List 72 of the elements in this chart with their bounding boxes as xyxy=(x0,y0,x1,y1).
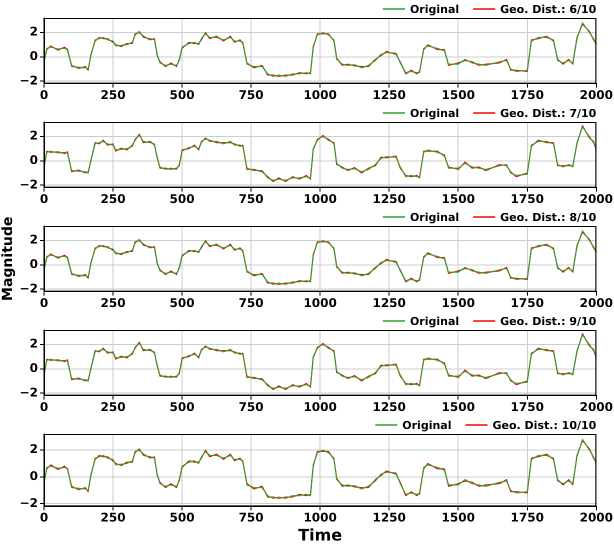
y-tick-label: 0 xyxy=(30,361,38,375)
x-tick-label: 750 xyxy=(238,88,264,102)
y-tick-label: 0 xyxy=(30,469,38,484)
legend-label: Original xyxy=(410,314,460,328)
legend-label: Original xyxy=(410,106,460,120)
y-tick-label: 2 xyxy=(30,232,38,247)
x-tick-label: 1750 xyxy=(510,192,544,206)
x-tick-label: 0 xyxy=(40,192,48,206)
y-tick-label: −2 xyxy=(20,73,38,88)
y-tick-label: −2 xyxy=(20,177,38,192)
x-tick-label: 2000 xyxy=(580,192,614,206)
x-tick-label: 1000 xyxy=(303,88,337,102)
x-tick-label: 1750 xyxy=(510,88,544,102)
x-tick-label: 1000 xyxy=(303,400,337,414)
legend-label: Geo. Dist.: 7/10 xyxy=(500,106,597,120)
x-tick-label: 750 xyxy=(238,510,264,525)
y-tick-label: 2 xyxy=(30,24,38,39)
x-tick-label: 2000 xyxy=(580,400,614,414)
y-tick-label: 0 xyxy=(30,153,38,167)
x-tick-label: 0 xyxy=(40,400,48,414)
x-tick-label: 500 xyxy=(170,400,195,414)
x-tick-label: 0 xyxy=(40,296,48,310)
x-tick-label: 0 xyxy=(40,510,48,525)
x-tick-label: 250 xyxy=(100,192,126,206)
x-tick-label: 750 xyxy=(238,192,264,206)
x-tick-label: 1750 xyxy=(510,296,544,310)
x-tick-label: 1250 xyxy=(372,296,406,310)
x-tick-label: 1500 xyxy=(442,296,475,310)
x-tick-label: 250 xyxy=(100,510,126,525)
x-tick-label: 250 xyxy=(100,88,126,102)
x-tick-label: 500 xyxy=(170,296,195,310)
legend-label: Original xyxy=(410,2,460,16)
legend-label: Geo. Dist.: 9/10 xyxy=(500,314,597,328)
y-tick-label: −2 xyxy=(20,496,38,510)
x-tick-label: 1250 xyxy=(372,400,406,414)
x-tick-label: 1500 xyxy=(442,400,475,414)
x-tick-label: 1250 xyxy=(372,192,406,206)
y-tick-label: 2 xyxy=(30,128,38,143)
x-tick-label: 250 xyxy=(100,296,126,310)
x-tick-label: 500 xyxy=(170,88,195,102)
y-tick-label: 2 xyxy=(30,336,38,351)
x-tick-label: 250 xyxy=(100,400,126,414)
y-tick-label: 0 xyxy=(30,257,38,271)
x-tick-label: 1750 xyxy=(510,400,544,414)
x-tick-label: 1000 xyxy=(303,510,337,525)
y-tick-label: −2 xyxy=(20,385,38,400)
x-tick-label: 1000 xyxy=(303,192,337,206)
x-tick-label: 1500 xyxy=(442,510,475,525)
x-tick-label: 0 xyxy=(40,88,48,102)
legend-label: Original xyxy=(402,418,452,432)
x-tick-label: 1500 xyxy=(442,192,475,206)
x-tick-label: 2000 xyxy=(580,296,614,310)
x-tick-label: 1250 xyxy=(372,510,406,525)
x-tick-label: 2000 xyxy=(580,88,614,102)
legend-label: Geo. Dist.: 10/10 xyxy=(492,418,597,432)
x-tick-label: 750 xyxy=(238,296,264,310)
x-tick-label: 1500 xyxy=(442,88,475,102)
y-tick-label: −2 xyxy=(20,281,38,296)
x-tick-label: 1250 xyxy=(372,88,406,102)
x-tick-label: 500 xyxy=(170,510,195,525)
x-tick-label: 1000 xyxy=(303,296,337,310)
y-tick-label: 2 xyxy=(30,442,38,456)
legend-label: Geo. Dist.: 6/10 xyxy=(500,2,597,16)
x-tick-label: 750 xyxy=(238,400,264,414)
x-tick-label: 1750 xyxy=(510,510,544,525)
legend-label: Geo. Dist.: 8/10 xyxy=(500,210,597,224)
x-axis-title: Time xyxy=(298,526,342,545)
y-tick-label: 0 xyxy=(30,49,38,63)
x-tick-label: 500 xyxy=(170,192,195,206)
y-axis-title: Magnitude xyxy=(0,216,16,301)
x-tick-label: 2000 xyxy=(580,510,614,525)
legend-label: Original xyxy=(410,210,460,224)
